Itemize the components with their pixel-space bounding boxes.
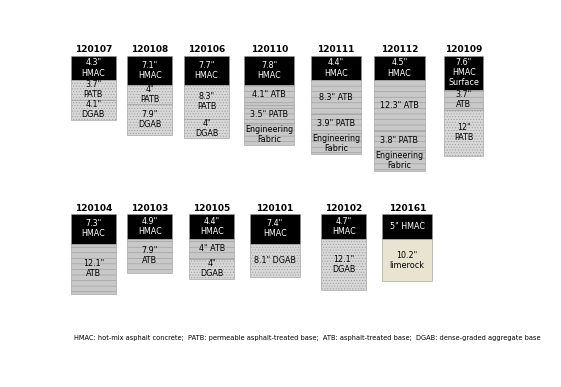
Text: 4.5"
HMAC: 4.5" HMAC xyxy=(388,58,411,77)
Text: 4"
DGAB: 4" DGAB xyxy=(195,119,218,138)
Text: 4"
PATB: 4" PATB xyxy=(140,85,160,104)
Text: 120104: 120104 xyxy=(75,204,112,213)
Text: 8.3"
PATB: 8.3" PATB xyxy=(197,92,216,111)
Text: 4.7"
HMAC: 4.7" HMAC xyxy=(332,217,356,236)
Text: 7.8"
HMAC: 7.8" HMAC xyxy=(257,61,281,80)
Text: 4"
DGAB: 4" DGAB xyxy=(200,259,224,279)
Text: 4.4"
HMAC: 4.4" HMAC xyxy=(324,58,348,77)
Text: 7.4"
HMAC: 7.4" HMAC xyxy=(263,219,287,238)
Bar xyxy=(321,214,366,239)
Text: 7.3"
HMAC: 7.3" HMAC xyxy=(81,219,105,238)
Bar xyxy=(321,239,366,290)
Text: 12.3" ATB: 12.3" ATB xyxy=(380,101,419,110)
Text: 120109: 120109 xyxy=(445,45,482,54)
Bar xyxy=(71,243,116,295)
Text: 120110: 120110 xyxy=(251,45,288,54)
Text: Engineering
Fabric: Engineering Fabric xyxy=(375,151,424,170)
Bar xyxy=(71,214,116,243)
Text: 120101: 120101 xyxy=(256,204,293,213)
Bar xyxy=(374,131,425,150)
Bar xyxy=(71,99,116,120)
Bar xyxy=(127,214,172,239)
Text: 120111: 120111 xyxy=(318,45,355,54)
Text: 5" HMAC: 5" HMAC xyxy=(390,222,425,231)
Text: 3.7"
PATB: 3.7" PATB xyxy=(84,80,103,99)
Text: 4.4"
HMAC: 4.4" HMAC xyxy=(200,217,224,236)
Text: 7.7"
HMAC: 7.7" HMAC xyxy=(195,61,218,80)
Text: Engineering
Fabric: Engineering Fabric xyxy=(245,125,293,144)
Bar xyxy=(311,133,361,154)
Bar xyxy=(184,85,229,119)
Text: 10.2"
limerock: 10.2" limerock xyxy=(390,251,425,270)
Bar xyxy=(127,85,172,104)
Bar xyxy=(184,56,229,85)
Text: 3.8" PATB: 3.8" PATB xyxy=(380,136,419,145)
Bar xyxy=(311,114,361,133)
Text: 4.1" ATB: 4.1" ATB xyxy=(252,91,286,99)
Text: 7.9"
ATB: 7.9" ATB xyxy=(142,247,158,265)
Bar xyxy=(311,80,361,114)
Bar xyxy=(190,259,234,279)
Text: 120161: 120161 xyxy=(389,204,426,213)
Text: 12.1"
ATB: 12.1" ATB xyxy=(83,259,104,279)
Bar xyxy=(374,56,425,80)
Text: 120106: 120106 xyxy=(188,45,225,54)
Text: 120112: 120112 xyxy=(381,45,418,54)
Text: HMAC: hot-mix asphalt concrete;  PATB: permeable asphalt-treated base;  ATB: asp: HMAC: hot-mix asphalt concrete; PATB: pe… xyxy=(74,336,541,341)
Bar xyxy=(382,214,433,239)
Text: 4" ATB: 4" ATB xyxy=(199,245,225,253)
Bar xyxy=(127,104,172,135)
Text: 8.1" DGAB: 8.1" DGAB xyxy=(254,256,296,265)
Text: 4.1"
DGAB: 4.1" DGAB xyxy=(82,101,105,120)
Bar xyxy=(127,239,172,273)
Text: 7.6"
HMAC
Surface: 7.6" HMAC Surface xyxy=(448,58,479,87)
Bar xyxy=(190,239,234,259)
Bar xyxy=(190,214,234,239)
Bar xyxy=(444,56,483,89)
Text: 3.7"
ATB: 3.7" ATB xyxy=(456,90,472,109)
Bar xyxy=(71,80,116,99)
Bar xyxy=(250,214,300,243)
Text: 4.3"
HMAC: 4.3" HMAC xyxy=(81,58,105,77)
Bar xyxy=(444,110,483,156)
Bar xyxy=(244,105,295,123)
Text: 120108: 120108 xyxy=(131,45,168,54)
Bar xyxy=(374,150,425,171)
Text: 3.5" PATB: 3.5" PATB xyxy=(250,110,288,119)
Text: Engineering
Fabric: Engineering Fabric xyxy=(312,134,360,153)
Bar xyxy=(444,89,483,110)
Text: 120102: 120102 xyxy=(325,204,362,213)
Text: 120105: 120105 xyxy=(194,204,231,213)
Bar xyxy=(244,56,295,85)
Bar xyxy=(250,243,300,277)
Bar xyxy=(244,85,295,105)
Text: 7.9"
DGAB: 7.9" DGAB xyxy=(138,110,162,129)
Text: 120107: 120107 xyxy=(75,45,112,54)
Bar xyxy=(382,239,433,281)
Text: 120103: 120103 xyxy=(131,204,168,213)
Bar xyxy=(184,119,229,138)
Text: 7.1"
HMAC: 7.1" HMAC xyxy=(138,61,162,80)
Bar xyxy=(311,56,361,80)
Bar xyxy=(244,123,295,145)
Bar xyxy=(127,56,172,85)
Text: 4.9"
HMAC: 4.9" HMAC xyxy=(138,217,162,236)
Text: 12"
PATB: 12" PATB xyxy=(454,123,473,142)
Text: 12.1"
DGAB: 12.1" DGAB xyxy=(332,255,355,274)
Bar xyxy=(374,80,425,131)
Text: 8.3" ATB: 8.3" ATB xyxy=(319,93,353,102)
Text: 3.9" PATB: 3.9" PATB xyxy=(317,119,355,128)
Bar xyxy=(71,56,116,80)
